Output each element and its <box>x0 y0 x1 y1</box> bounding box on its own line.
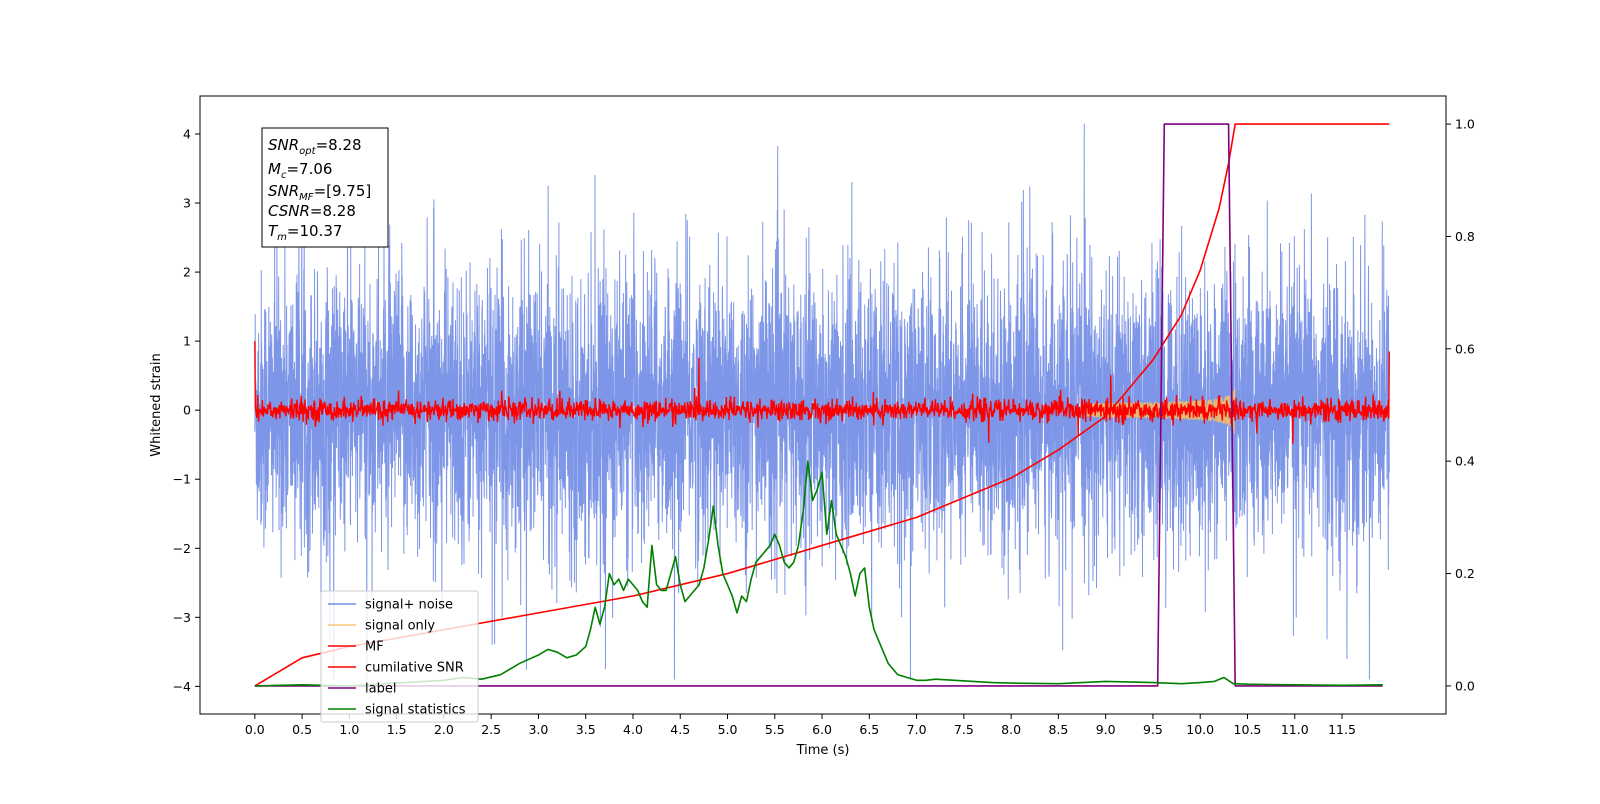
legend-label: cumilative SNR <box>365 661 464 676</box>
annotation-snr-mf-sub: MF <box>299 192 314 203</box>
x-tick-label: 2.0 <box>434 722 454 737</box>
legend-item-cumulative-snr: cumilative SNR <box>328 661 464 676</box>
legend-label: label <box>365 682 396 697</box>
x-tick-label: 0.5 <box>292 722 312 737</box>
x-tick-label: 7.0 <box>907 722 927 737</box>
legend-item-signal-statistics: signal statistics <box>328 703 466 718</box>
annotation-csnr-value: =8.28 <box>310 202 356 220</box>
x-tick-label: 10.5 <box>1234 722 1262 737</box>
annotation-frame <box>261 127 389 248</box>
legend-label: signal statistics <box>365 703 466 718</box>
y-right-tick-label: 0.6 <box>1455 341 1475 356</box>
y-left-tick-label: 2 <box>183 265 191 280</box>
annotation-snr-mf-value: =[9.75] <box>314 182 372 200</box>
x-tick-label: 6.5 <box>859 722 879 737</box>
x-tick-label: 8.0 <box>1001 722 1021 737</box>
plot-frame <box>199 95 1447 715</box>
y-left-tick-label: −2 <box>173 541 191 556</box>
annotation-csnr: CSNR=8.28 <box>268 202 356 220</box>
legend-label: signal only <box>365 619 435 634</box>
y-axis-right: 1.0 0.8 0.6 0.4 0.2 0.0 <box>1446 117 1475 693</box>
annotation-snr-opt: SNRopt=8.28 <box>268 136 362 157</box>
x-tick-label: 0.0 <box>245 722 265 737</box>
annotation-mc-sub: c <box>281 170 287 181</box>
series-signal-statistics-line <box>254 460 1383 687</box>
x-tick-label: 5.5 <box>765 722 785 737</box>
annotation-csnr-name: CSNR <box>268 202 310 220</box>
y-left-tick-label: 0 <box>183 403 191 418</box>
x-tick-label: 8.5 <box>1048 722 1068 737</box>
x-tick-label: 11.5 <box>1328 722 1356 737</box>
y-right-tick-label: 0.8 <box>1455 229 1475 244</box>
x-tick-label: 9.5 <box>1143 722 1163 737</box>
y-left-tick-label: 3 <box>183 196 191 211</box>
annotation-snr-opt-sub: opt <box>299 146 316 157</box>
legend-item-signal-noise: signal+ noise <box>328 598 453 613</box>
series-mf-line <box>254 341 1390 444</box>
x-tick-label: 1.0 <box>339 722 359 737</box>
annotation-snr-opt-name: SNR <box>268 136 299 154</box>
x-tick-label: 3.5 <box>576 722 596 737</box>
annotation-tm-sub: m <box>277 232 287 243</box>
legend: signal+ noise signal only MF cumilative SNR… <box>320 590 479 723</box>
x-tick-label: 3.0 <box>528 722 548 737</box>
annotation-tm-name: T <box>268 222 279 240</box>
annotation-mc-value: =7.06 <box>286 160 332 178</box>
y-right-tick-label: 1.0 <box>1455 117 1475 132</box>
y-axis-left: 4 3 2 1 0 −1 −2 −3 −4 <box>173 126 200 694</box>
series-label-line <box>254 123 1383 687</box>
x-tick-label: 4.0 <box>623 722 643 737</box>
x-tick-label: 4.5 <box>670 722 690 737</box>
annotation-tm-value: =10.37 <box>287 222 343 240</box>
annotation-tm: Tm=10.37 <box>268 222 342 243</box>
y-left-tick-label: 4 <box>183 126 191 141</box>
x-tick-label: 7.5 <box>954 722 974 737</box>
x-axis: 0.0 0.5 1.0 1.5 2.0 2.5 3.0 3.5 4.0 4.5 5.0 5.5 6.0 6… <box>245 714 1356 737</box>
annotation-mc: Mc=7.06 <box>268 160 332 181</box>
x-tick-label: 11.0 <box>1281 722 1309 737</box>
annotation-snr-mf-name: SNR <box>268 182 299 200</box>
legend-item-label: label <box>328 682 396 697</box>
x-tick-label: 10.0 <box>1186 722 1214 737</box>
y-axis-label: Whitened strain <box>149 353 164 456</box>
x-tick-label: 9.0 <box>1096 722 1116 737</box>
annotation-snr-mf: SNRMF=[9.75] <box>268 182 371 203</box>
legend-label: MF <box>365 640 384 655</box>
legend-item-mf: MF <box>328 640 384 655</box>
x-tick-label: 2.5 <box>481 722 501 737</box>
y-left-tick-label: −4 <box>173 679 191 694</box>
y-left-tick-label: −3 <box>173 610 191 625</box>
y-left-tick-label: 1 <box>183 334 191 349</box>
y-right-tick-label: 0.2 <box>1455 566 1475 581</box>
x-tick-label: 5.0 <box>718 722 738 737</box>
annotation-box: SNRopt=8.28 Mc=7.06 SNRMF=[9.75] CSNR=8.… <box>261 127 389 248</box>
y-left-tick-label: −1 <box>173 472 191 487</box>
legend-item-signal-only: signal only <box>328 619 435 634</box>
legend-label: signal+ noise <box>365 598 453 613</box>
annotation-snr-opt-value: =8.28 <box>316 136 362 154</box>
legend-frame <box>320 590 479 723</box>
annotation-mc-name: M <box>268 160 281 178</box>
y-right-tick-label: 0.4 <box>1455 454 1475 469</box>
y-right-tick-label: 0.0 <box>1455 678 1475 693</box>
x-tick-label: 6.0 <box>812 722 832 737</box>
x-axis-label: Time (s) <box>796 743 850 758</box>
x-tick-label: 1.5 <box>387 722 407 737</box>
